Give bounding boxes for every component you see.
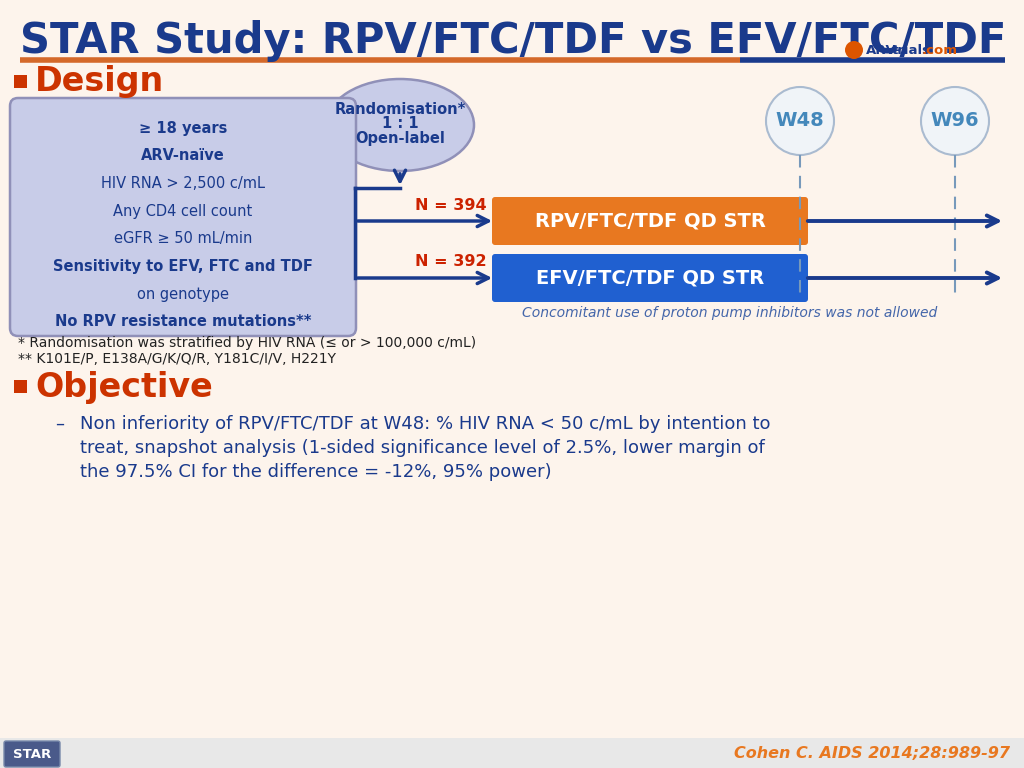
Text: Concomitant use of proton pump inhibitors was not allowed: Concomitant use of proton pump inhibitor… — [522, 306, 938, 320]
Text: on genotype: on genotype — [137, 286, 229, 302]
Circle shape — [766, 87, 834, 155]
Text: the 97.5% CI for the difference = -12%, 95% power): the 97.5% CI for the difference = -12%, … — [80, 463, 552, 481]
Text: STAR Study: RPV/FTC/TDF vs EFV/FTC/TDF: STAR Study: RPV/FTC/TDF vs EFV/FTC/TDF — [20, 20, 1007, 62]
Text: ** K101E/P, E138A/G/K/Q/R, Y181C/I/V, H221Y: ** K101E/P, E138A/G/K/Q/R, Y181C/I/V, H2… — [18, 352, 336, 366]
Text: RPV/FTC/TDF QD STR: RPV/FTC/TDF QD STR — [535, 211, 765, 230]
Text: 1 : 1: 1 : 1 — [382, 115, 419, 131]
Text: N = 394: N = 394 — [415, 197, 486, 213]
Text: No RPV resistance mutations**: No RPV resistance mutations** — [54, 315, 311, 329]
Circle shape — [921, 87, 989, 155]
Text: * Randomisation was stratified by HIV RNA (≤ or > 100,000 c/mL): * Randomisation was stratified by HIV RN… — [18, 336, 476, 350]
Text: Design: Design — [35, 65, 164, 98]
Text: ≥ 18 years: ≥ 18 years — [139, 121, 227, 135]
Text: STAR: STAR — [13, 747, 51, 760]
Text: Randomisation*: Randomisation* — [334, 101, 466, 117]
Text: eGFR ≥ 50 mL/min: eGFR ≥ 50 mL/min — [114, 231, 252, 247]
Text: ARV-naïve: ARV-naïve — [141, 148, 225, 164]
Text: W96: W96 — [931, 111, 979, 131]
Text: Objective: Objective — [35, 370, 213, 403]
Text: EFV/FTC/TDF QD STR: EFV/FTC/TDF QD STR — [536, 269, 764, 287]
Text: Any CD4 cell count: Any CD4 cell count — [114, 204, 253, 219]
Text: trials: trials — [892, 44, 931, 57]
Text: N = 392: N = 392 — [415, 254, 486, 270]
Ellipse shape — [326, 79, 474, 171]
Text: Cohen C. AIDS 2014;28:989-97: Cohen C. AIDS 2014;28:989-97 — [734, 746, 1010, 762]
FancyBboxPatch shape — [0, 738, 1024, 768]
Text: treat, snapshot analysis (1-sided significance level of 2.5%, lower margin of: treat, snapshot analysis (1-sided signif… — [80, 439, 765, 457]
Text: Non inferiority of RPV/FTC/TDF at W48: % HIV RNA < 50 c/mL by intention to: Non inferiority of RPV/FTC/TDF at W48: %… — [80, 415, 770, 433]
Text: ARV-: ARV- — [866, 44, 901, 57]
Text: HIV RNA > 2,500 c/mL: HIV RNA > 2,500 c/mL — [101, 176, 265, 191]
Text: W48: W48 — [775, 111, 824, 131]
FancyBboxPatch shape — [492, 254, 808, 302]
FancyBboxPatch shape — [14, 75, 27, 88]
Text: .com: .com — [922, 44, 958, 57]
Circle shape — [845, 41, 863, 59]
Text: Sensitivity to EFV, FTC and TDF: Sensitivity to EFV, FTC and TDF — [53, 259, 313, 274]
FancyBboxPatch shape — [4, 741, 60, 767]
Text: Open-label: Open-label — [355, 131, 445, 147]
Text: –: – — [55, 415, 63, 433]
FancyBboxPatch shape — [10, 98, 356, 336]
FancyBboxPatch shape — [14, 380, 27, 393]
FancyBboxPatch shape — [492, 197, 808, 245]
